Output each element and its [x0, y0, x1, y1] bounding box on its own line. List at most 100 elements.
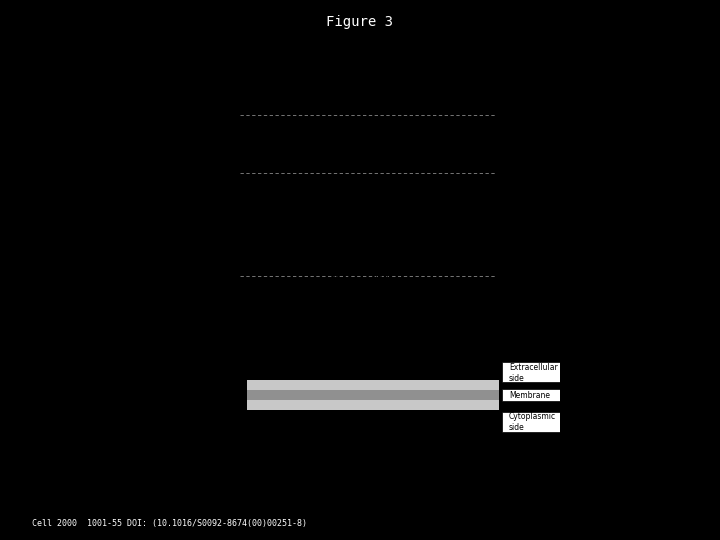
Point: [365, 418, 377, 427]
Point: [344, 314, 356, 322]
Point: [341, 437, 353, 446]
Point: [387, 344, 398, 353]
Point: [377, 282, 389, 291]
Point: [384, 386, 396, 395]
Point: [380, 304, 392, 313]
Point: [385, 296, 397, 305]
Point: [372, 453, 383, 462]
Point: [353, 372, 364, 380]
Point: [386, 325, 397, 333]
Point: [330, 336, 341, 345]
Point: [321, 346, 333, 355]
Point: [401, 316, 413, 325]
Point: [325, 356, 337, 365]
Point: [358, 404, 369, 413]
Point: [351, 431, 362, 440]
Point: [343, 376, 355, 384]
Point: [345, 297, 356, 306]
Point: [360, 411, 372, 420]
Point: [402, 304, 413, 313]
Point: [387, 302, 399, 310]
Point: [344, 317, 356, 326]
Point: [365, 313, 377, 322]
Point: [382, 364, 393, 373]
Point: [342, 313, 354, 322]
Point: [343, 333, 355, 341]
Point: [341, 349, 353, 358]
Point: [315, 306, 327, 315]
Point: [352, 453, 364, 462]
Point: [387, 361, 399, 369]
Point: [339, 351, 351, 360]
Point: [367, 411, 379, 420]
Point: [359, 370, 371, 379]
Point: [402, 340, 413, 349]
Point: [373, 336, 384, 345]
Point: [372, 307, 383, 315]
Point: [328, 373, 340, 381]
Point: [352, 360, 364, 369]
Point: [400, 329, 412, 338]
Point: [332, 332, 343, 340]
Point: [392, 350, 403, 359]
Point: [325, 305, 337, 314]
Point: [338, 288, 350, 296]
Point: [390, 343, 401, 352]
Point: [341, 365, 353, 374]
Point: [323, 301, 334, 310]
Point: [384, 331, 395, 340]
Point: [387, 327, 399, 336]
Point: [387, 298, 399, 307]
Point: [355, 405, 366, 414]
Point: [354, 467, 366, 476]
Point: [385, 311, 397, 320]
Point: [383, 370, 395, 379]
Point: [398, 290, 410, 299]
Point: [387, 389, 398, 398]
Point: [382, 281, 394, 290]
Point: [387, 321, 398, 330]
Point: [392, 353, 403, 362]
Point: [341, 456, 352, 464]
Point: [397, 306, 409, 314]
Point: [328, 354, 340, 362]
Point: [330, 284, 342, 293]
Point: [369, 421, 380, 430]
Point: [348, 375, 360, 383]
Point: [378, 341, 390, 349]
Point: [346, 364, 358, 373]
Point: [321, 309, 333, 318]
Point: [384, 310, 396, 319]
Point: [392, 349, 404, 358]
Point: [350, 419, 361, 428]
Point: [329, 342, 341, 351]
Point: [341, 451, 352, 460]
Point: [332, 284, 343, 293]
Point: [343, 302, 355, 310]
Point: [325, 382, 337, 391]
Point: [320, 349, 331, 358]
Point: [393, 349, 405, 357]
Point: [366, 465, 378, 474]
Point: [376, 352, 387, 360]
Point: [338, 299, 350, 307]
Point: [400, 322, 411, 330]
Point: [356, 362, 367, 371]
Point: [356, 342, 367, 351]
Point: [341, 329, 353, 338]
Point: [386, 340, 397, 348]
Point: [356, 416, 367, 424]
Point: [400, 325, 412, 334]
Point: [343, 308, 355, 317]
Point: [379, 313, 391, 321]
Point: [393, 348, 405, 357]
Point: [338, 333, 349, 341]
Point: [373, 362, 384, 371]
Point: [364, 433, 376, 441]
Point: [336, 301, 347, 309]
Point: [343, 354, 355, 363]
Point: [352, 450, 364, 459]
Point: [335, 351, 346, 360]
Point: [384, 329, 395, 338]
Point: [378, 308, 390, 316]
